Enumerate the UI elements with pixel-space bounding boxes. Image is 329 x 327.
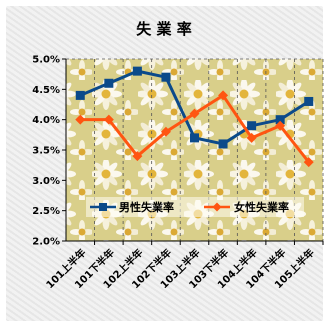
data-point-female (189, 108, 200, 119)
data-point-female (132, 151, 143, 162)
data-point-male (247, 121, 257, 131)
data-point-female (160, 126, 171, 137)
data-point-male (275, 115, 285, 125)
y-tick-label: 3.5% (32, 146, 60, 157)
data-point-female (275, 120, 286, 131)
y-tick-label: 4.5% (32, 85, 60, 96)
legend-label-male: 男性失業率 (119, 200, 174, 214)
legend-item-female: 女性失業率 (204, 200, 289, 214)
series-layer (75, 66, 314, 168)
y-tick-label: 2.0% (32, 237, 60, 248)
legend-swatch-female-marker (212, 202, 222, 212)
data-point-female (303, 157, 314, 168)
data-point-male (304, 96, 314, 106)
data-point-female (218, 90, 229, 101)
data-point-male (132, 66, 142, 76)
data-point-male (218, 139, 228, 149)
data-point-female (103, 114, 114, 125)
legend-label-female: 女性失業率 (234, 200, 289, 214)
y-axis-ticks: 2.0% 2.5% 3.0% 3.5% 4.0% 4.5% 5.0% (32, 55, 66, 248)
legend-item-male: 男性失業率 (90, 200, 174, 214)
data-point-female (75, 114, 86, 125)
y-tick-label: 2.5% (32, 206, 60, 217)
data-point-female (246, 132, 257, 143)
legend: 男性失業率 女性失業率 (86, 197, 304, 217)
data-point-male (190, 133, 199, 143)
data-point-male (75, 90, 85, 100)
y-tick-label: 3.0% (32, 176, 60, 187)
data-point-male (161, 72, 171, 82)
legend-background (86, 197, 304, 217)
legend-swatch-male-marker (99, 203, 107, 211)
chart-title: 失 業 率 (136, 20, 191, 38)
y-tick-label: 4.0% (32, 115, 60, 126)
x-axis-ticks: 101上半年101下半年102上半年102下半年103上半年103下半年104上… (43, 241, 324, 291)
y-tick-label: 5.0% (32, 55, 60, 66)
data-point-male (104, 78, 114, 88)
